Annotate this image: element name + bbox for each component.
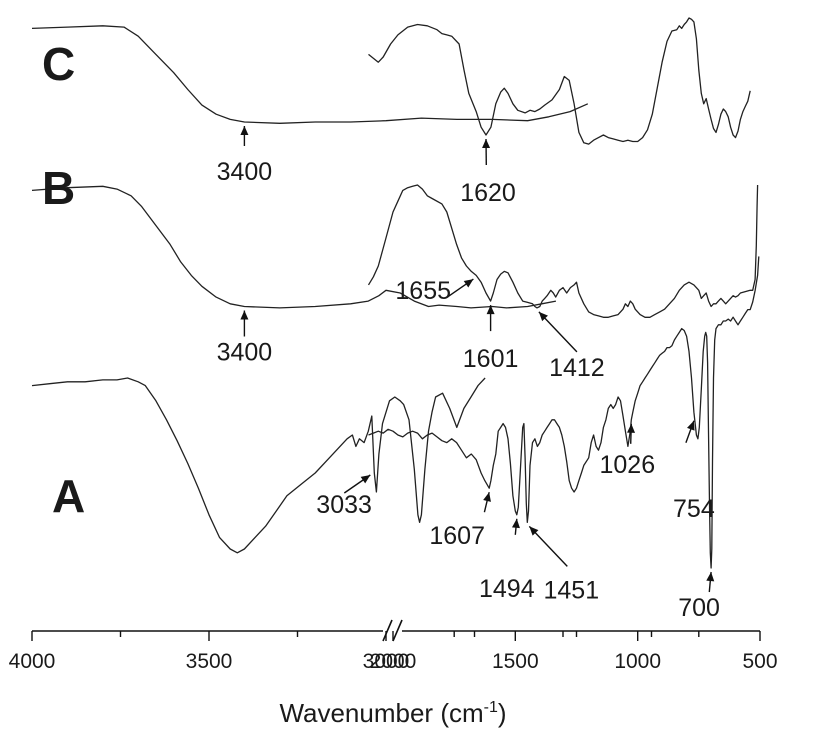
peak-annotation-a-3033: 3033 (316, 474, 372, 519)
tick-label-3000: 3000 (363, 650, 410, 673)
peak-label-a-1607: 1607 (429, 522, 485, 550)
tick-label-1500: 1500 (492, 650, 539, 673)
series-tag-a: A (52, 470, 85, 522)
peak-label-b-1655: 1655 (395, 277, 451, 305)
peak-annotation-a-1451: 1451 (528, 525, 599, 604)
annotation-arrowhead (529, 526, 539, 536)
x-axis-title-main: Wavenumber (cm (279, 698, 483, 728)
peak-label-a-3033: 3033 (316, 491, 372, 519)
peak-annotation-c-3400: 3400 (217, 126, 273, 186)
tick-label-2000: 2000 (370, 650, 417, 673)
peak-label-a-700: 700 (678, 594, 720, 622)
spectrum-b-high-line (31, 185, 557, 309)
tick-label-1000: 1000 (614, 650, 661, 673)
annotation-arrow (538, 311, 578, 353)
peak-annotation-a-754: 754 (673, 420, 715, 523)
annotation-arrowhead (627, 423, 636, 433)
annotation-arrowhead (511, 518, 520, 529)
tick-label-3500: 3500 (186, 650, 233, 673)
annotation-arrowhead (706, 572, 715, 582)
annotation-arrowhead (240, 310, 249, 320)
series-tags: C B A (42, 38, 85, 522)
peak-annotation-a-1494: 1494 (479, 518, 535, 603)
x-axis-ticks (31, 631, 761, 641)
annotation-arrowhead (687, 420, 695, 431)
annotation-arrow (528, 525, 568, 567)
annotation-arrowhead (482, 139, 491, 149)
peak-label-a-1494: 1494 (479, 575, 535, 603)
x-axis-title-suffix: ) (498, 698, 507, 728)
annotation-arrowhead (463, 279, 474, 288)
peak-annotation-b-1655: 1655 (395, 277, 474, 305)
peak-label-c-3400: 3400 (217, 158, 273, 186)
spectrum-c-low-line (368, 17, 751, 145)
spectrum-a-high-line (31, 377, 486, 554)
spectrum-a-low-line (368, 256, 760, 569)
peak-annotation-a-1026: 1026 (599, 423, 655, 479)
peak-annotation-b-3400: 3400 (217, 310, 273, 367)
annotation-arrowhead (538, 311, 548, 322)
peak-label-a-754: 754 (673, 495, 715, 523)
spectra-curves (31, 17, 760, 569)
peak-annotation-b-1601: 1601 (463, 305, 519, 373)
peak-label-a-1026: 1026 (599, 451, 655, 479)
series-tag-b: B (42, 162, 75, 214)
annotation-arrowhead (486, 305, 495, 315)
peak-annotation-a-700: 700 (678, 571, 720, 622)
peak-annotation-a-1607: 1607 (429, 492, 491, 550)
annotation-arrowhead (240, 126, 249, 135)
x-axis-title: Wavenumber (cm-1) (279, 698, 506, 728)
x-axis-title-superscript: -1 (484, 699, 498, 716)
peak-label-b-1412: 1412 (549, 354, 605, 382)
peak-label-c-1620: 1620 (460, 179, 516, 207)
axis-break-mark-2 (392, 619, 403, 642)
annotation-arrowhead (483, 492, 491, 502)
peak-label-b-1601: 1601 (463, 345, 519, 373)
series-tag-c: C (42, 38, 75, 90)
peak-annotation-b-1412: 1412 (538, 311, 605, 382)
spectrum-b-low-line (367, 184, 759, 318)
annotation-arrowhead (360, 475, 371, 484)
peak-annotation-c-1620: 1620 (460, 138, 516, 207)
tick-label-4000: 4000 (9, 650, 56, 673)
tick-label-500: 500 (742, 650, 777, 673)
peak-label-a-1451: 1451 (543, 576, 599, 604)
peak-annotations: 3400 1620 3400 1655 1601 1412 3033 1607 1494 1451… (217, 126, 720, 622)
axis-break-mark-1 (382, 619, 393, 642)
spectrum-c-high-line (31, 25, 589, 124)
peak-label-b-3400: 3400 (217, 339, 273, 367)
